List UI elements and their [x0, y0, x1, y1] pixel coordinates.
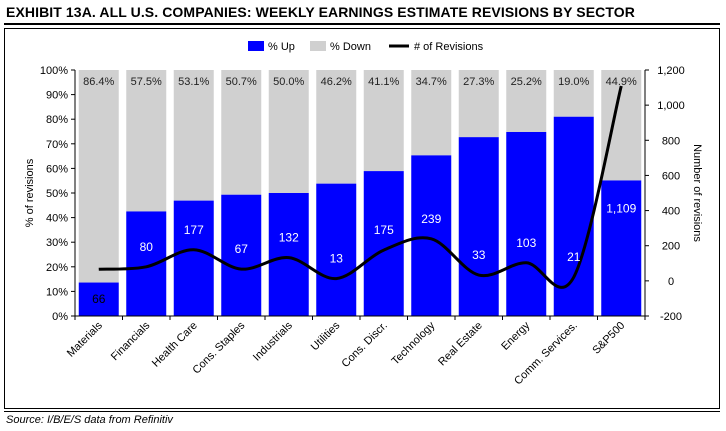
- title-rule: [4, 23, 720, 25]
- y2-tick-label-4: 600: [662, 170, 680, 182]
- bar-up-10: [553, 116, 594, 317]
- revision-count-label-5: 13: [330, 252, 344, 266]
- revisions-chart: % Up % Down # of Revisions 86.4% 66 57.5% 80 5…: [4, 28, 720, 409]
- bar-up-0: [78, 282, 119, 316]
- y2-tick-label-2: 200: [662, 241, 680, 253]
- y-tick-label-0: 0%: [52, 311, 68, 323]
- y2-axis-title: Number of revisions: [691, 144, 703, 242]
- bar-up-11: [601, 180, 642, 316]
- bar-down-7: [411, 70, 452, 156]
- down-pct-label-7: 34.7%: [416, 76, 447, 88]
- y-tick-label-1: 10%: [46, 286, 68, 298]
- bar-up-5: [316, 183, 357, 316]
- down-pct-label-5: 46.2%: [321, 76, 352, 88]
- bar-up-1: [126, 211, 167, 316]
- y-tick-label-3: 30%: [46, 237, 68, 249]
- chart-border: [4, 28, 720, 409]
- revisions-line: [98, 85, 623, 289]
- legend-label-up: % Up: [268, 41, 295, 53]
- bar-up-9: [506, 131, 547, 316]
- y-tick-label-2: 20%: [46, 262, 68, 274]
- bar-down-10: [553, 70, 594, 117]
- revision-count-label-11: 1,109: [606, 201, 636, 215]
- bar-down-1: [126, 70, 167, 212]
- page-title: EXHIBIT 13A. ALL U.S. COMPANIES: WEEKLY …: [6, 4, 635, 20]
- bar-down-6: [363, 70, 404, 172]
- down-pct-label-9: 25.2%: [511, 76, 542, 88]
- y-tick-label-7: 70%: [46, 139, 68, 151]
- down-pct-label-6: 41.1%: [368, 76, 399, 88]
- revision-count-label-7: 239: [421, 212, 441, 226]
- down-pct-label-10: 19.0%: [558, 76, 589, 88]
- y2-tick-label-6: 1,000: [657, 100, 685, 112]
- down-pct-label-1: 57.5%: [131, 76, 162, 88]
- revision-count-label-6: 175: [374, 223, 394, 237]
- revision-count-label-4: 132: [279, 231, 299, 245]
- y2-tick-label-0: -200: [660, 311, 682, 323]
- legend-swatch-down: [310, 41, 326, 51]
- legend-label-revisions: # of Revisions: [414, 41, 484, 53]
- down-pct-label-11: 44.9%: [606, 76, 637, 88]
- bar-down-4: [268, 70, 309, 193]
- revision-count-label-1: 80: [140, 240, 154, 254]
- chart-frame: % Up % Down # of Revisions 86.4% 66 57.5% 80 5…: [4, 28, 720, 409]
- revision-count-label-10: 21: [567, 250, 581, 264]
- bar-up-4: [268, 193, 309, 316]
- y-tick-label-10: 100%: [40, 65, 68, 77]
- revision-count-label-8: 33: [472, 248, 486, 262]
- bar-down-3: [221, 70, 262, 195]
- bar-up-8: [458, 137, 499, 316]
- y-tick-label-8: 80%: [46, 114, 68, 126]
- data-labels-group: 86.4% 66 57.5% 80 53.1% 177 50.7% 67 50.0% 132 46.…: [83, 76, 637, 306]
- revision-count-label-2: 177: [184, 223, 204, 237]
- bar-down-8: [458, 70, 499, 138]
- down-pct-label-4: 50.0%: [273, 76, 304, 88]
- y2-tick-label-5: 800: [662, 135, 680, 147]
- down-pct-label-2: 53.1%: [178, 76, 209, 88]
- revision-count-label-0: 66: [92, 292, 106, 306]
- bar-up-3: [221, 194, 262, 316]
- revision-count-label-3: 67: [235, 242, 249, 256]
- y-tick-label-5: 50%: [46, 188, 68, 200]
- y-axis-title: % of revisions: [24, 158, 36, 227]
- revisions-line-group: [98, 85, 623, 289]
- bar-down-2: [173, 70, 214, 201]
- bar-down-5: [316, 70, 357, 184]
- y2-tick-label-7: 1,200: [657, 65, 685, 77]
- y-tick-label-4: 40%: [46, 213, 68, 225]
- y-tick-label-6: 60%: [46, 163, 68, 175]
- legend: % Up % Down # of Revisions: [248, 41, 484, 53]
- down-pct-label-0: 86.4%: [83, 76, 114, 88]
- y-tick-label-9: 90%: [46, 90, 68, 102]
- y2-tick-label-1: 0: [668, 276, 674, 288]
- bar-up-7: [411, 155, 452, 316]
- bar-down-9: [506, 70, 547, 132]
- legend-label-down: % Down: [330, 41, 371, 53]
- source-note: Source: I/B/E/S data from Refinitiv: [6, 414, 173, 426]
- revision-count-label-9: 103: [516, 236, 536, 250]
- bar-down-0: [78, 70, 119, 283]
- down-pct-label-8: 27.3%: [463, 76, 494, 88]
- legend-swatch-up: [248, 41, 264, 51]
- bottom-rule: [4, 411, 720, 412]
- y2-tick-label-3: 400: [662, 206, 680, 218]
- bar-up-2: [173, 200, 214, 316]
- down-pct-label-3: 50.7%: [226, 76, 257, 88]
